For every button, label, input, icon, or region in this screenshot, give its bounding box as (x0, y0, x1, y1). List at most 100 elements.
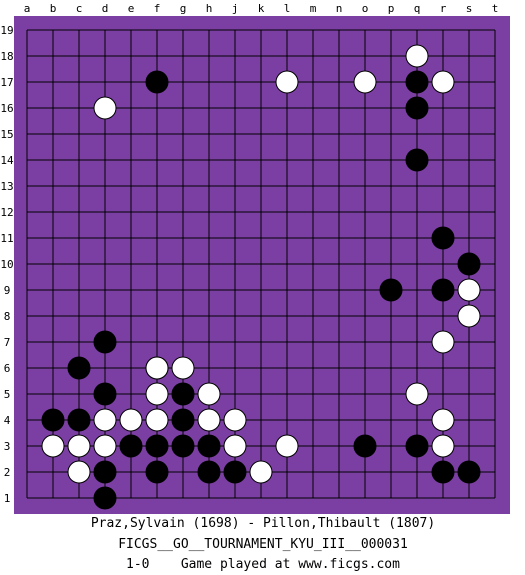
white-stone (145, 382, 169, 406)
row-label: 11 (0, 232, 13, 245)
white-stone (145, 408, 169, 432)
white-stone (223, 434, 247, 458)
row-label: 13 (0, 180, 13, 193)
black-stone (431, 460, 455, 484)
row-label: 5 (4, 388, 11, 401)
column-label: q (414, 2, 421, 15)
black-stone (457, 252, 481, 276)
row-label: 4 (4, 414, 11, 427)
column-label: a (24, 2, 31, 15)
black-stone (171, 382, 195, 406)
black-stone (93, 330, 117, 354)
white-stone (197, 382, 221, 406)
white-stone (431, 70, 455, 94)
white-stone (431, 434, 455, 458)
row-label: 15 (0, 128, 13, 141)
row-label: 18 (0, 50, 13, 63)
row-label: 7 (4, 336, 11, 349)
column-label: t (492, 2, 499, 15)
black-stone (41, 408, 65, 432)
white-stone (119, 408, 143, 432)
black-stone (145, 460, 169, 484)
column-label: j (232, 2, 239, 15)
column-label: g (180, 2, 187, 15)
white-stone (223, 408, 247, 432)
white-stone (431, 408, 455, 432)
players-line: Praz,Sylvain (1698) - Pillon,Thibault (1… (90, 516, 436, 531)
row-label: 3 (4, 440, 11, 453)
row-label: 16 (0, 102, 13, 115)
row-label: 2 (4, 466, 11, 479)
column-label: m (310, 2, 317, 15)
result-line: 1-0 Game played at www.ficgs.com (126, 557, 400, 572)
white-stone (275, 434, 299, 458)
white-stone (67, 434, 91, 458)
white-stone (275, 70, 299, 94)
white-stone (171, 356, 195, 380)
row-label: 14 (0, 154, 14, 167)
black-stone (457, 460, 481, 484)
black-stone (405, 70, 429, 94)
row-label: 9 (4, 284, 11, 297)
column-label: o (362, 2, 369, 15)
black-stone (67, 356, 91, 380)
column-label: b (50, 2, 57, 15)
white-stone (249, 460, 273, 484)
black-stone (171, 434, 195, 458)
row-label: 19 (0, 24, 13, 37)
row-label: 10 (0, 258, 13, 271)
column-label: d (102, 2, 109, 15)
white-stone (457, 278, 481, 302)
column-label: h (206, 2, 213, 15)
row-label: 1 (4, 492, 11, 505)
board-frame (14, 16, 510, 514)
column-label: f (154, 2, 161, 15)
row-label: 17 (0, 76, 13, 89)
white-stone (41, 434, 65, 458)
black-stone (431, 226, 455, 250)
black-stone (379, 278, 403, 302)
white-stone (197, 408, 221, 432)
white-stone (353, 70, 377, 94)
stones (41, 44, 481, 510)
black-stone (405, 434, 429, 458)
white-stone (145, 356, 169, 380)
row-label: 6 (4, 362, 11, 375)
white-stone (431, 330, 455, 354)
column-label: k (258, 2, 265, 15)
black-stone (171, 408, 195, 432)
row-labels: 19 18 17 16 15 14 13 12 11 10 9 8 7 6 5 4 3 2 1 (0, 24, 14, 505)
column-label: c (76, 2, 83, 15)
black-stone (405, 148, 429, 172)
row-label: 8 (4, 310, 11, 323)
black-stone (353, 434, 377, 458)
white-stone (93, 96, 117, 120)
white-stone (405, 382, 429, 406)
column-label: e (128, 2, 135, 15)
black-stone (405, 96, 429, 120)
black-stone (145, 434, 169, 458)
column-label: p (388, 2, 395, 15)
black-stone (145, 70, 169, 94)
black-stone (93, 460, 117, 484)
white-stone (457, 304, 481, 328)
column-label: r (440, 2, 447, 15)
column-label: l (284, 2, 291, 15)
black-stone (431, 278, 455, 302)
black-stone (67, 408, 91, 432)
white-stone (67, 460, 91, 484)
white-stone (93, 434, 117, 458)
black-stone (197, 460, 221, 484)
white-stone (405, 44, 429, 68)
row-label: 12 (0, 206, 13, 219)
column-label: n (336, 2, 343, 15)
event-line: FICGS__GO__TOURNAMENT_KYU_III__000031 (118, 537, 408, 552)
black-stone (93, 382, 117, 406)
black-stone (197, 434, 221, 458)
black-stone (119, 434, 143, 458)
column-label: s (466, 2, 473, 15)
black-stone (223, 460, 247, 484)
